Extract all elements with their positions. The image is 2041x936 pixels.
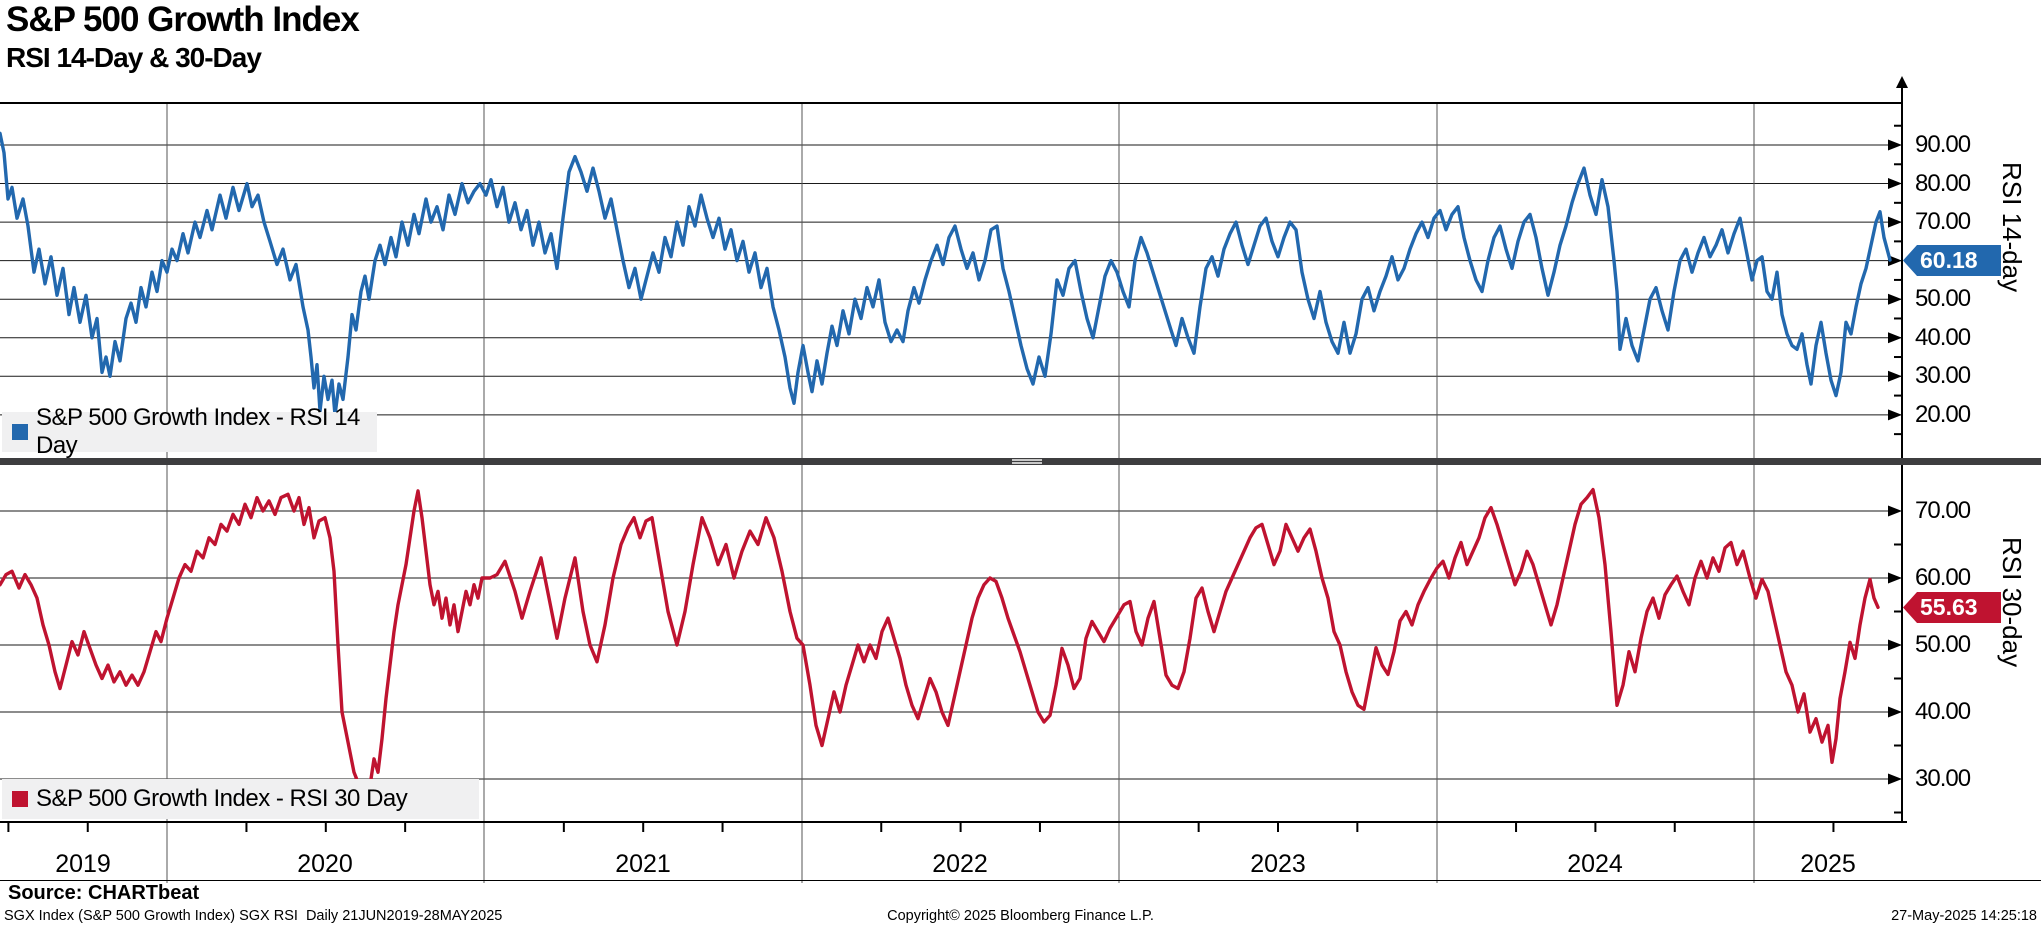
last-value-badge-rsi30: 55.63 [1903,592,2001,623]
x-year-label: 2025 [1800,850,1856,878]
y-tick-label: 60.00 [1915,564,1971,591]
y-tick-label: 30.00 [1915,362,1971,390]
page-title: S&P 500 Growth Index [6,0,360,39]
tick-arrow-icon [1888,773,1902,785]
y-tick-label: 30.00 [1915,765,1971,792]
y-tick-label: 70.00 [1915,208,1971,236]
footer-timestamp: 27-May-2025 14:25:18 [1891,908,2037,924]
y-tick-label: 50.00 [1915,285,1971,313]
x-year-label: 2022 [932,850,988,878]
series-line-rsi14 [0,131,1892,417]
tick-arrow-icon [1888,332,1902,344]
y-axis-title-rsi14: RSI 14-day [1997,162,2027,293]
tick-arrow-icon [1888,639,1902,651]
legend-rsi30[interactable]: S&P 500 Growth Index - RSI 30 Day [2,779,479,819]
tick-arrow-icon [1888,255,1902,267]
footer-copyright: Copyright© 2025 Bloomberg Finance L.P. [887,908,1154,924]
legend-label-rsi14: S&P 500 Growth Index - RSI 14 Day [36,404,360,459]
tick-arrow-icon [1888,572,1902,584]
series-line-rsi30 [0,487,1880,811]
legend-swatch-rsi30-icon [12,791,28,807]
y-tick-label: 20.00 [1915,400,1971,428]
tick-arrow-icon [1888,293,1902,305]
y-tick-label: 80.00 [1915,169,1971,197]
x-year-label: 2019 [55,850,111,878]
footer-security-info: SGX Index (S&P 500 Growth Index) SGX RSI… [4,908,503,924]
last-value-badge-rsi14: 60.18 [1903,245,2001,276]
tick-arrow-icon [1888,216,1902,228]
page-subtitle: RSI 14-Day & 30-Day [6,42,262,73]
last-value-rsi30: 55.63 [1920,594,1978,620]
legend-swatch-rsi14-icon [12,424,28,440]
y-axis-title-rsi30: RSI 30-day [1997,537,2027,668]
tick-arrow-icon [1888,706,1902,718]
last-value-rsi14: 60.18 [1920,247,1978,273]
legend-label-rsi30: S&P 500 Growth Index - RSI 30 Day [36,785,408,812]
y-tick-label: 50.00 [1915,631,1971,658]
x-year-label: 2023 [1250,850,1306,878]
y-tick-label: 40.00 [1915,323,1971,351]
x-year-label: 2020 [297,850,353,878]
source-label: Source: CHARTbeat [8,882,200,904]
x-year-label: 2024 [1567,850,1623,878]
tick-arrow-icon [1888,409,1902,421]
tick-arrow-icon [1888,178,1902,190]
footer-divider [0,880,2041,881]
tick-arrow-icon [1888,139,1902,151]
tick-arrow-icon [1888,370,1902,382]
y-tick-label: 40.00 [1915,698,1971,725]
y-tick-label: 90.00 [1915,131,1971,158]
tick-arrow-icon [1888,505,1902,517]
panel-divider[interactable] [0,458,2041,465]
panel-resize-handle-icon[interactable] [1012,459,1042,464]
axis-up-arrow-icon [1896,76,1908,88]
y-tick-label: 70.00 [1915,497,1971,524]
x-year-label: 2021 [615,850,671,878]
legend-rsi14[interactable]: S&P 500 Growth Index - RSI 14 Day [2,404,377,459]
